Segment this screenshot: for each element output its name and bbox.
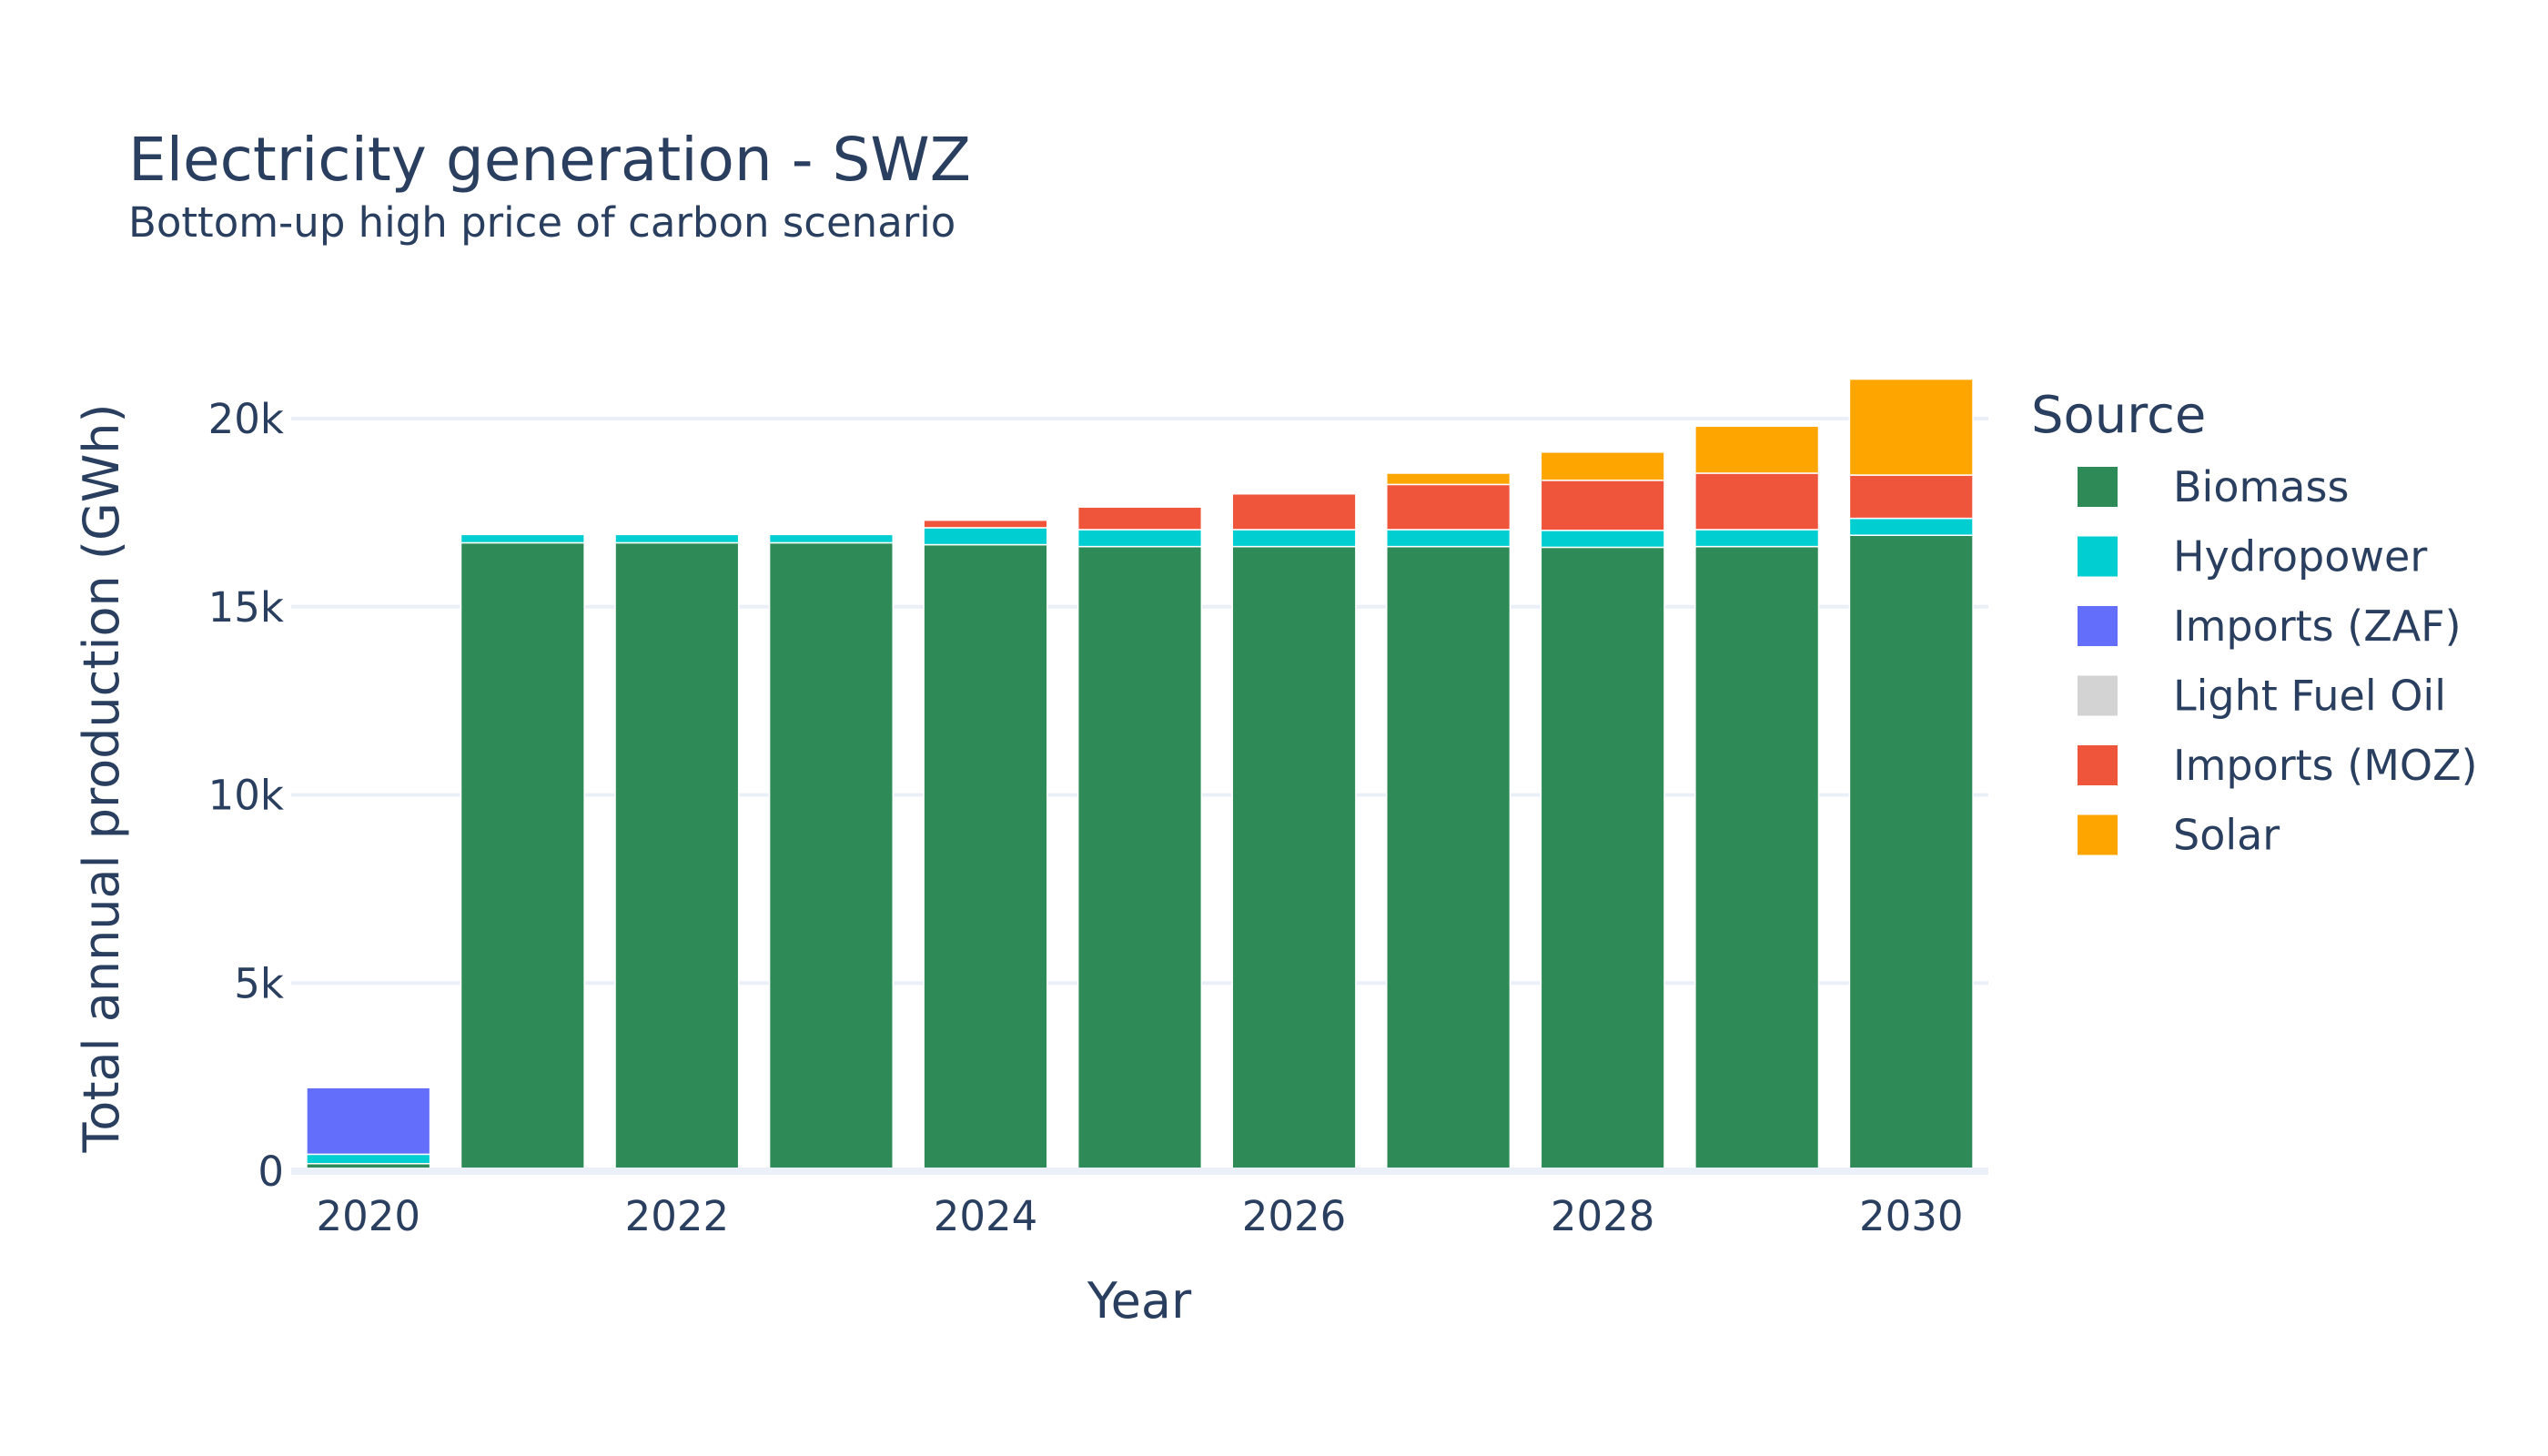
- bar-imports-moz-2025: [1077, 506, 1203, 531]
- bar-stack-2028: [1540, 451, 1665, 1172]
- x-tick-label: 2026: [1242, 1192, 1347, 1240]
- chart-subtitle: Bottom-up high price of carbon scenario: [128, 198, 956, 247]
- bar-biomass-2028: [1540, 546, 1665, 1172]
- bar-hydropower-2023: [768, 533, 894, 544]
- bar-imports-moz-2028: [1540, 480, 1665, 531]
- legend: Biomass Hydropower Imports (ZAF) Light Fuel…: [2078, 462, 2478, 860]
- y-tick-label: 5k: [234, 959, 284, 1007]
- bar-stack-2026: [1231, 492, 1357, 1172]
- legend-item-hydropower[interactable]: Hydropower: [2078, 532, 2427, 581]
- x-tick-label: 2022: [625, 1192, 730, 1240]
- y-tick-label: 0: [258, 1148, 284, 1196]
- x-tick-label: 2030: [1859, 1192, 1964, 1240]
- x-axis-title: Year: [1087, 1272, 1192, 1330]
- y-tick-label: 15k: [208, 583, 284, 632]
- bar-imports-moz-2030: [1848, 474, 1974, 520]
- bars: [306, 378, 1974, 1172]
- legend-label: Solar: [2173, 811, 2280, 860]
- bar-biomass-2026: [1231, 545, 1357, 1172]
- x-tick-label: 2020: [317, 1192, 421, 1240]
- bar-stack-2022: [614, 533, 740, 1172]
- x-axis-ticks: 2020 2022 2024 2026 2028 2030: [317, 1192, 1964, 1240]
- bar-biomass-2029: [1694, 545, 1820, 1172]
- bar-hydropower-2020: [306, 1153, 431, 1165]
- y-axis-ticks: 0 5k 10k 15k 20k: [208, 395, 284, 1196]
- y-axis-title: Total annual production (GWh): [73, 403, 130, 1153]
- bar-hydropower-2030: [1848, 517, 1974, 536]
- bar-solar-2027: [1386, 472, 1512, 486]
- bar-biomass-2030: [1848, 534, 1974, 1172]
- bar-imports-moz-2024: [923, 519, 1048, 529]
- bar-biomass-2025: [1077, 545, 1203, 1172]
- bar-imports-moz-2029: [1694, 472, 1820, 531]
- bar-hydropower-2022: [614, 533, 740, 544]
- y-tick-label: 10k: [208, 772, 284, 820]
- legend-swatch: [2078, 536, 2118, 577]
- bar-stack-2024: [923, 519, 1048, 1172]
- legend-swatch: [2078, 467, 2118, 507]
- x-tick-label: 2028: [1551, 1192, 1655, 1240]
- bar-stack-2020: [306, 1087, 431, 1172]
- legend-item-solar[interactable]: Solar: [2078, 811, 2280, 860]
- bar-hydropower-2021: [460, 533, 585, 544]
- bar-hydropower-2024: [923, 527, 1048, 546]
- legend-item-light-fuel-oil[interactable]: Light Fuel Oil: [2078, 672, 2446, 721]
- legend-item-imports-zaf[interactable]: Imports (ZAF): [2078, 602, 2462, 651]
- bar-stack-2030: [1848, 378, 1974, 1172]
- legend-label: Light Fuel Oil: [2173, 672, 2446, 721]
- bar-stack-2027: [1386, 472, 1512, 1172]
- bar-biomass-2022: [614, 541, 740, 1172]
- legend-label: Hydropower: [2173, 532, 2427, 581]
- bar-imports-zaf-2020: [306, 1087, 431, 1156]
- y-tick-label: 20k: [208, 395, 284, 443]
- bar-hydropower-2026: [1231, 529, 1357, 548]
- x-tick-label: 2024: [934, 1192, 1038, 1240]
- bar-imports-moz-2026: [1231, 492, 1357, 531]
- bar-biomass-2027: [1386, 545, 1512, 1172]
- legend-title: Source: [2031, 386, 2206, 445]
- bar-stack-2029: [1694, 425, 1820, 1172]
- bar-hydropower-2027: [1386, 529, 1512, 548]
- legend-swatch: [2078, 814, 2118, 855]
- bar-solar-2028: [1540, 451, 1665, 481]
- bar-biomass-2024: [923, 543, 1048, 1172]
- bar-stack-2021: [460, 533, 585, 1172]
- bar-biomass-2023: [768, 541, 894, 1172]
- bar-stack-2025: [1077, 506, 1203, 1172]
- chart-title: Electricity generation - SWZ: [128, 125, 971, 195]
- bar-stack-2023: [768, 533, 894, 1172]
- legend-label: Imports (MOZ): [2173, 741, 2478, 790]
- legend-label: Imports (ZAF): [2173, 602, 2462, 651]
- legend-swatch: [2078, 745, 2118, 785]
- bar-hydropower-2025: [1077, 529, 1203, 548]
- legend-item-biomass[interactable]: Biomass: [2078, 462, 2349, 511]
- legend-swatch: [2078, 606, 2118, 646]
- legend-item-imports-moz[interactable]: Imports (MOZ): [2078, 741, 2478, 790]
- bar-solar-2030: [1848, 378, 1974, 476]
- bar-hydropower-2028: [1540, 530, 1665, 549]
- legend-swatch: [2078, 675, 2118, 716]
- bar-solar-2029: [1694, 425, 1820, 474]
- legend-label: Biomass: [2173, 462, 2349, 511]
- bar-hydropower-2029: [1694, 529, 1820, 548]
- bar-imports-moz-2027: [1386, 483, 1512, 531]
- bar-biomass-2021: [460, 541, 585, 1172]
